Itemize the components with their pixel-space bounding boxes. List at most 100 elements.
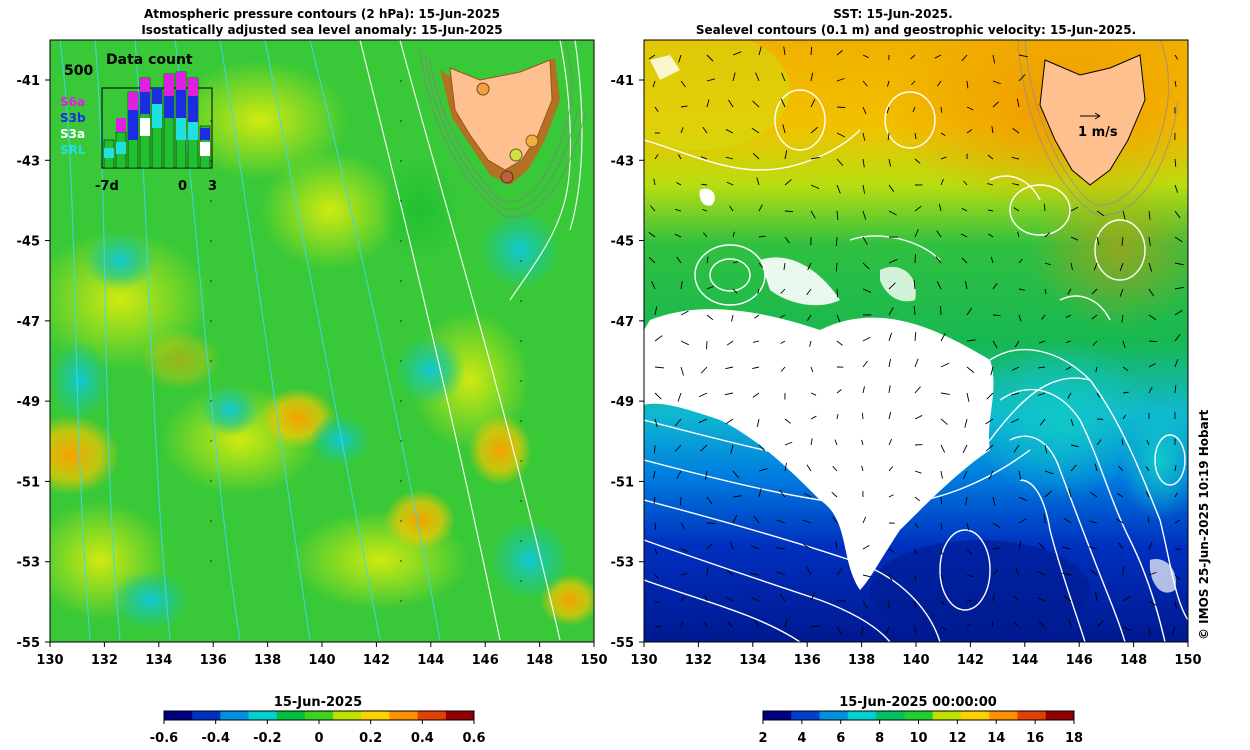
velocity-arrow bbox=[1121, 236, 1124, 246]
right-x-axis: 130 132 134 136 138 140 142 144 146 148 150 bbox=[630, 642, 1202, 668]
velocity-arrow bbox=[753, 515, 760, 524]
right-title-line2: Sealevel contours (0.1 m) and geostrophi… bbox=[696, 23, 1136, 37]
velocity-arrow bbox=[1065, 314, 1072, 318]
velocity-arrow bbox=[1145, 491, 1150, 498]
altimetry-point bbox=[525, 134, 539, 148]
velocity-arrow bbox=[914, 386, 921, 394]
velocity-arrow bbox=[1065, 366, 1072, 371]
velocity-arrow bbox=[888, 158, 892, 167]
velocity-scale: 1 m/s bbox=[1078, 112, 1118, 140]
y-tick-label: -51 bbox=[611, 475, 635, 490]
velocity-arrow bbox=[1067, 392, 1072, 399]
velocity-arrow bbox=[1122, 626, 1132, 632]
left-colorbar-title: 15-Jun-2025 bbox=[274, 695, 362, 710]
velocity-arrow bbox=[807, 262, 812, 271]
velocity-arrow bbox=[726, 596, 734, 602]
velocity-arrow bbox=[758, 262, 764, 268]
velocity-arrow bbox=[810, 184, 820, 190]
velocity-arrow bbox=[703, 621, 708, 628]
velocity-arrow bbox=[731, 314, 734, 322]
velocity-arrow bbox=[887, 80, 890, 87]
colorbar-tick-label: 0 bbox=[314, 731, 323, 746]
velocity-arrow bbox=[706, 78, 716, 82]
velocity-arrow bbox=[831, 491, 838, 498]
y-tick-label: -55 bbox=[17, 636, 41, 651]
pressure-contours-white bbox=[359, 40, 583, 641]
velocity-arrow bbox=[940, 178, 944, 186]
velocity-arrow bbox=[888, 494, 894, 498]
colorbar-tick-label: 8 bbox=[875, 731, 884, 746]
left-x-axis: 130 132 134 136 138 140 142 144 146 148 150 bbox=[36, 642, 608, 668]
velocity-arrow bbox=[1122, 210, 1126, 220]
velocity-arrow bbox=[1070, 206, 1079, 212]
velocity-arrow bbox=[862, 516, 867, 524]
velocity-arrow bbox=[654, 392, 662, 400]
velocity-arrow bbox=[836, 626, 843, 635]
velocity-arrow bbox=[1062, 546, 1072, 550]
velocity-arrow bbox=[651, 280, 656, 290]
velocity-arrow bbox=[680, 621, 684, 628]
velocity-arrow bbox=[706, 543, 713, 550]
velocity-arrow bbox=[1148, 314, 1157, 321]
velocity-arrow bbox=[1044, 490, 1052, 498]
velocity-arrow bbox=[888, 307, 894, 316]
velocity-arrow bbox=[836, 314, 841, 323]
velocity-arrow bbox=[1067, 288, 1072, 295]
velocity-arrow bbox=[810, 592, 815, 602]
velocity-arrow bbox=[940, 470, 943, 479]
velocity-arrow bbox=[732, 288, 738, 294]
velocity-arrow bbox=[961, 257, 968, 264]
colorbar-cell bbox=[989, 711, 1018, 720]
colorbar-tick-label: 16 bbox=[1026, 731, 1044, 746]
velocity-arrow bbox=[862, 80, 868, 87]
velocity-arrow bbox=[1038, 366, 1046, 369]
colorbar-tick-label: 14 bbox=[987, 731, 1005, 746]
y-tick-label: -47 bbox=[611, 315, 635, 330]
velocity-arrow bbox=[1011, 156, 1020, 160]
velocity-arrow bbox=[1148, 363, 1156, 368]
colorbar-tick-label: 18 bbox=[1065, 731, 1083, 746]
velocity-arrow bbox=[862, 236, 868, 246]
velocity-arrow bbox=[1018, 74, 1026, 82]
velocity-arrow bbox=[966, 392, 970, 402]
velocity-arrow bbox=[934, 54, 942, 59]
velocity-arrow bbox=[1044, 232, 1051, 238]
colorbar-cell bbox=[932, 711, 962, 720]
velocity-arrow bbox=[725, 366, 734, 370]
velocity-arrow bbox=[1018, 314, 1022, 322]
velocity-arrow bbox=[1063, 517, 1072, 524]
y-tick-label: -55 bbox=[611, 636, 635, 651]
velocity-arrow bbox=[654, 306, 658, 316]
velocity-arrow bbox=[779, 489, 786, 498]
velocity-arrow bbox=[758, 204, 763, 212]
sealevel-contours bbox=[644, 89, 1188, 642]
velocity-arrow bbox=[888, 466, 894, 472]
velocity-arrow bbox=[1063, 595, 1072, 602]
tasmania-land-right bbox=[1039, 54, 1146, 186]
velocity-arrow bbox=[702, 208, 708, 212]
velocity-arrow bbox=[862, 210, 867, 220]
velocity-arrow bbox=[1088, 520, 1098, 524]
velocity-arrow bbox=[675, 208, 682, 212]
colorbar-tick-label: 0.4 bbox=[411, 731, 434, 746]
velocity-arrow bbox=[888, 574, 893, 582]
x-tick-label: 146 bbox=[1066, 653, 1093, 668]
velocity-arrow bbox=[653, 496, 656, 505]
velocity-arrow bbox=[756, 177, 760, 186]
velocity-arrow bbox=[1116, 518, 1124, 524]
velocity-arrow bbox=[940, 106, 943, 113]
velocity-arrow bbox=[1174, 465, 1177, 472]
velocity-arrow bbox=[938, 203, 942, 212]
velocity-arrow bbox=[1122, 414, 1127, 420]
velocity-arrow bbox=[1010, 392, 1020, 396]
velocity-arrow bbox=[698, 418, 708, 424]
velocity-arrow bbox=[1174, 80, 1177, 87]
velocity-arrow bbox=[914, 470, 922, 474]
velocity-arrow bbox=[965, 496, 968, 506]
velocity-arrow bbox=[654, 418, 658, 428]
imos-credit: © IMOS 25-Jun-2025 10:19 Hobart bbox=[1197, 409, 1211, 640]
velocity-arrow bbox=[836, 389, 842, 394]
velocity-arrow bbox=[836, 288, 838, 298]
left-colorbar: 15-Jun-2025 -0.6 -0.4 -0.2 0 0.2 0.4 0.6 bbox=[150, 695, 486, 746]
inset-x-label-end: 3 bbox=[208, 179, 217, 194]
